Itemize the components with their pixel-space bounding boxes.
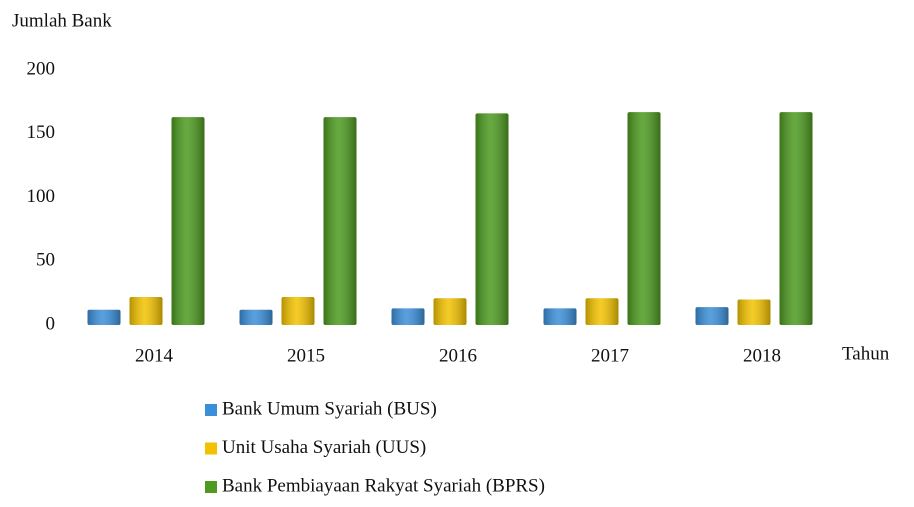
bar-shade <box>171 117 205 325</box>
legend-label: Bank Umum Syariah (BUS) <box>222 398 437 419</box>
bar-shade <box>433 298 467 325</box>
legend-swatch <box>205 481 217 493</box>
bar-shade <box>281 296 315 325</box>
bar-shade <box>543 308 577 325</box>
x-tick-label: 2018 <box>743 345 781 366</box>
bar-shade <box>391 308 425 325</box>
legend-swatch <box>205 404 217 416</box>
bar-shade <box>239 309 273 325</box>
y-tick-label: 150 <box>27 122 56 143</box>
bar-shade <box>737 299 771 325</box>
bar-shade <box>779 112 813 325</box>
x-tick-label: 2015 <box>287 345 325 366</box>
y-tick-label: 100 <box>27 186 56 207</box>
bar-shade <box>87 309 121 325</box>
x-tick-label: 2017 <box>591 345 629 366</box>
legend-label: Unit Usaha Syariah (UUS) <box>222 437 426 458</box>
bar-shade <box>323 117 357 325</box>
legend-swatch <box>205 442 217 455</box>
bar-shade <box>129 296 163 325</box>
bar-shade <box>627 112 661 325</box>
y-axis-title: Jumlah Bank <box>12 10 112 31</box>
y-tick-label: 0 <box>46 313 56 334</box>
x-axis-title: Tahun <box>842 343 890 364</box>
x-tick-label: 2016 <box>439 345 477 366</box>
y-tick-label: 50 <box>36 250 55 271</box>
x-tick-label: 2014 <box>135 345 174 366</box>
y-tick-label: 200 <box>27 58 56 79</box>
bar-shade <box>695 307 729 325</box>
legend-label: Bank Pembiayaan Rakyat Syariah (BPRS) <box>222 475 545 496</box>
bar-shade <box>475 113 509 325</box>
bar-shade <box>585 298 619 325</box>
